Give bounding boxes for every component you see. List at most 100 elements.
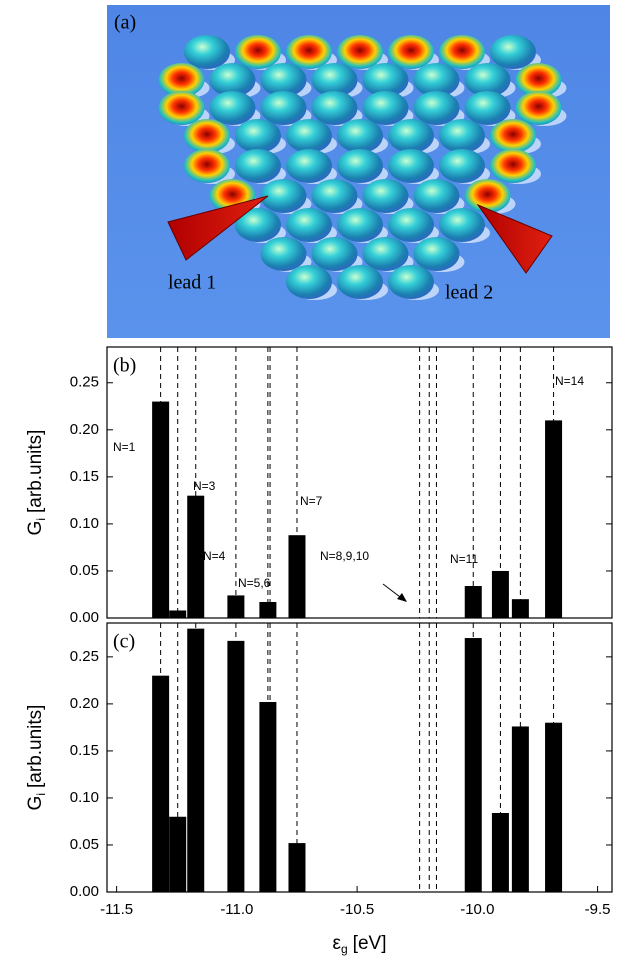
quantum-dot bbox=[159, 91, 205, 125]
y-tick-label: 0.10 bbox=[70, 515, 99, 532]
x-axis-label: εg[eV] bbox=[333, 933, 387, 956]
bar bbox=[227, 595, 244, 618]
quantum-dot bbox=[235, 35, 281, 69]
x-label-unit: [eV] bbox=[353, 933, 387, 954]
quantum-dot bbox=[490, 35, 536, 69]
quantum-dot bbox=[261, 91, 307, 125]
bar bbox=[288, 843, 305, 892]
quantum-dot bbox=[490, 119, 536, 153]
bar bbox=[545, 723, 562, 892]
bar bbox=[512, 599, 529, 618]
quantum-dot bbox=[312, 91, 358, 125]
bar bbox=[288, 535, 305, 618]
annotation: N=3 bbox=[193, 479, 216, 493]
quantum-dot bbox=[414, 237, 460, 271]
x-label-sub: g bbox=[341, 942, 348, 956]
bar bbox=[187, 496, 204, 618]
x-tick-label: -9.5 bbox=[585, 901, 611, 918]
y-axis-label: Gi [arb.units] bbox=[25, 705, 48, 811]
bar bbox=[152, 676, 169, 892]
bar bbox=[169, 610, 186, 618]
quantum-dot bbox=[337, 119, 383, 153]
quantum-dot bbox=[465, 179, 511, 213]
y-label-unit: [arb.units] bbox=[25, 705, 46, 788]
quantum-dot bbox=[261, 237, 307, 271]
x-tick-label: -11.0 bbox=[220, 901, 253, 918]
quantum-dot bbox=[337, 149, 383, 183]
y-axis-label: Gi [arb.units] bbox=[25, 430, 48, 536]
x-tick-label: -10.5 bbox=[340, 901, 374, 918]
y-tick-label: 0.25 bbox=[70, 374, 99, 391]
y-tick-label: 0.25 bbox=[70, 648, 99, 665]
y-tick-label: 0.05 bbox=[70, 562, 99, 579]
annotation: N=5,6 bbox=[238, 576, 271, 590]
quantum-dot bbox=[363, 237, 409, 271]
panel-label: (a) bbox=[114, 12, 136, 34]
quantum-dot bbox=[414, 179, 460, 213]
quantum-dot bbox=[235, 119, 281, 153]
x-tick-label: -11.5 bbox=[100, 901, 133, 918]
quantum-dot bbox=[388, 119, 434, 153]
y-label-sub: i bbox=[34, 793, 48, 796]
quantum-dot bbox=[414, 91, 460, 125]
quantum-dot bbox=[184, 119, 230, 153]
bar bbox=[492, 813, 509, 892]
annotation: N=1 bbox=[113, 440, 136, 454]
quantum-dot bbox=[337, 265, 383, 299]
y-label-main: G bbox=[25, 521, 46, 536]
quantum-dot bbox=[388, 208, 434, 242]
bar bbox=[227, 641, 244, 892]
y-tick-label: 0.20 bbox=[70, 695, 99, 712]
quantum-dot bbox=[184, 35, 230, 69]
y-label-sub: i bbox=[34, 518, 48, 521]
y-tick-label: 0.15 bbox=[70, 468, 99, 485]
quantum-dot bbox=[388, 149, 434, 183]
annotation: N=14 bbox=[555, 374, 584, 388]
bar bbox=[465, 586, 482, 618]
bar bbox=[465, 638, 482, 892]
y-tick-label: 0.05 bbox=[70, 836, 99, 853]
quantum-dot bbox=[312, 179, 358, 213]
quantum-dot bbox=[439, 208, 485, 242]
quantum-dot bbox=[363, 91, 409, 125]
quantum-dot bbox=[286, 265, 332, 299]
y-tick-label: 0.15 bbox=[70, 742, 99, 759]
bar bbox=[259, 602, 276, 618]
panel-label: (b) bbox=[113, 355, 136, 377]
quantum-dot bbox=[465, 91, 511, 125]
quantum-dot bbox=[337, 208, 383, 242]
bar bbox=[187, 629, 204, 892]
quantum-dot bbox=[210, 91, 256, 125]
annotation: N=7 bbox=[300, 494, 323, 508]
plot-frame bbox=[107, 347, 612, 618]
bar bbox=[259, 702, 276, 892]
quantum-dot bbox=[286, 35, 332, 69]
quantum-dot bbox=[235, 149, 281, 183]
panel-a: (a) lead 1 lead 2 bbox=[107, 5, 610, 338]
quantum-dot bbox=[286, 208, 332, 242]
annotation: N=4 bbox=[203, 549, 226, 563]
bar bbox=[545, 420, 562, 618]
quantum-dot bbox=[439, 119, 485, 153]
lead-label: lead 2 bbox=[445, 282, 493, 304]
quantum-dot bbox=[388, 265, 434, 299]
quantum-dot bbox=[516, 91, 562, 125]
lead-label: lead 1 bbox=[168, 272, 216, 294]
y-label-main: G bbox=[25, 796, 46, 811]
bar bbox=[169, 817, 186, 892]
annotation: N=11 bbox=[450, 552, 478, 566]
quantum-dot bbox=[286, 119, 332, 153]
y-tick-label: 0.00 bbox=[70, 883, 99, 900]
bar bbox=[152, 402, 169, 618]
quantum-dot bbox=[439, 35, 485, 69]
quantum-dot bbox=[286, 149, 332, 183]
quantum-dot bbox=[388, 35, 434, 69]
y-label-unit: [arb.units] bbox=[25, 430, 46, 513]
bar bbox=[512, 726, 529, 892]
quantum-dot bbox=[337, 35, 383, 69]
bar bbox=[492, 571, 509, 618]
panel-label: (c) bbox=[113, 631, 135, 653]
quantum-dot bbox=[490, 149, 536, 183]
quantum-dot bbox=[184, 149, 230, 183]
quantum-dot bbox=[312, 237, 358, 271]
